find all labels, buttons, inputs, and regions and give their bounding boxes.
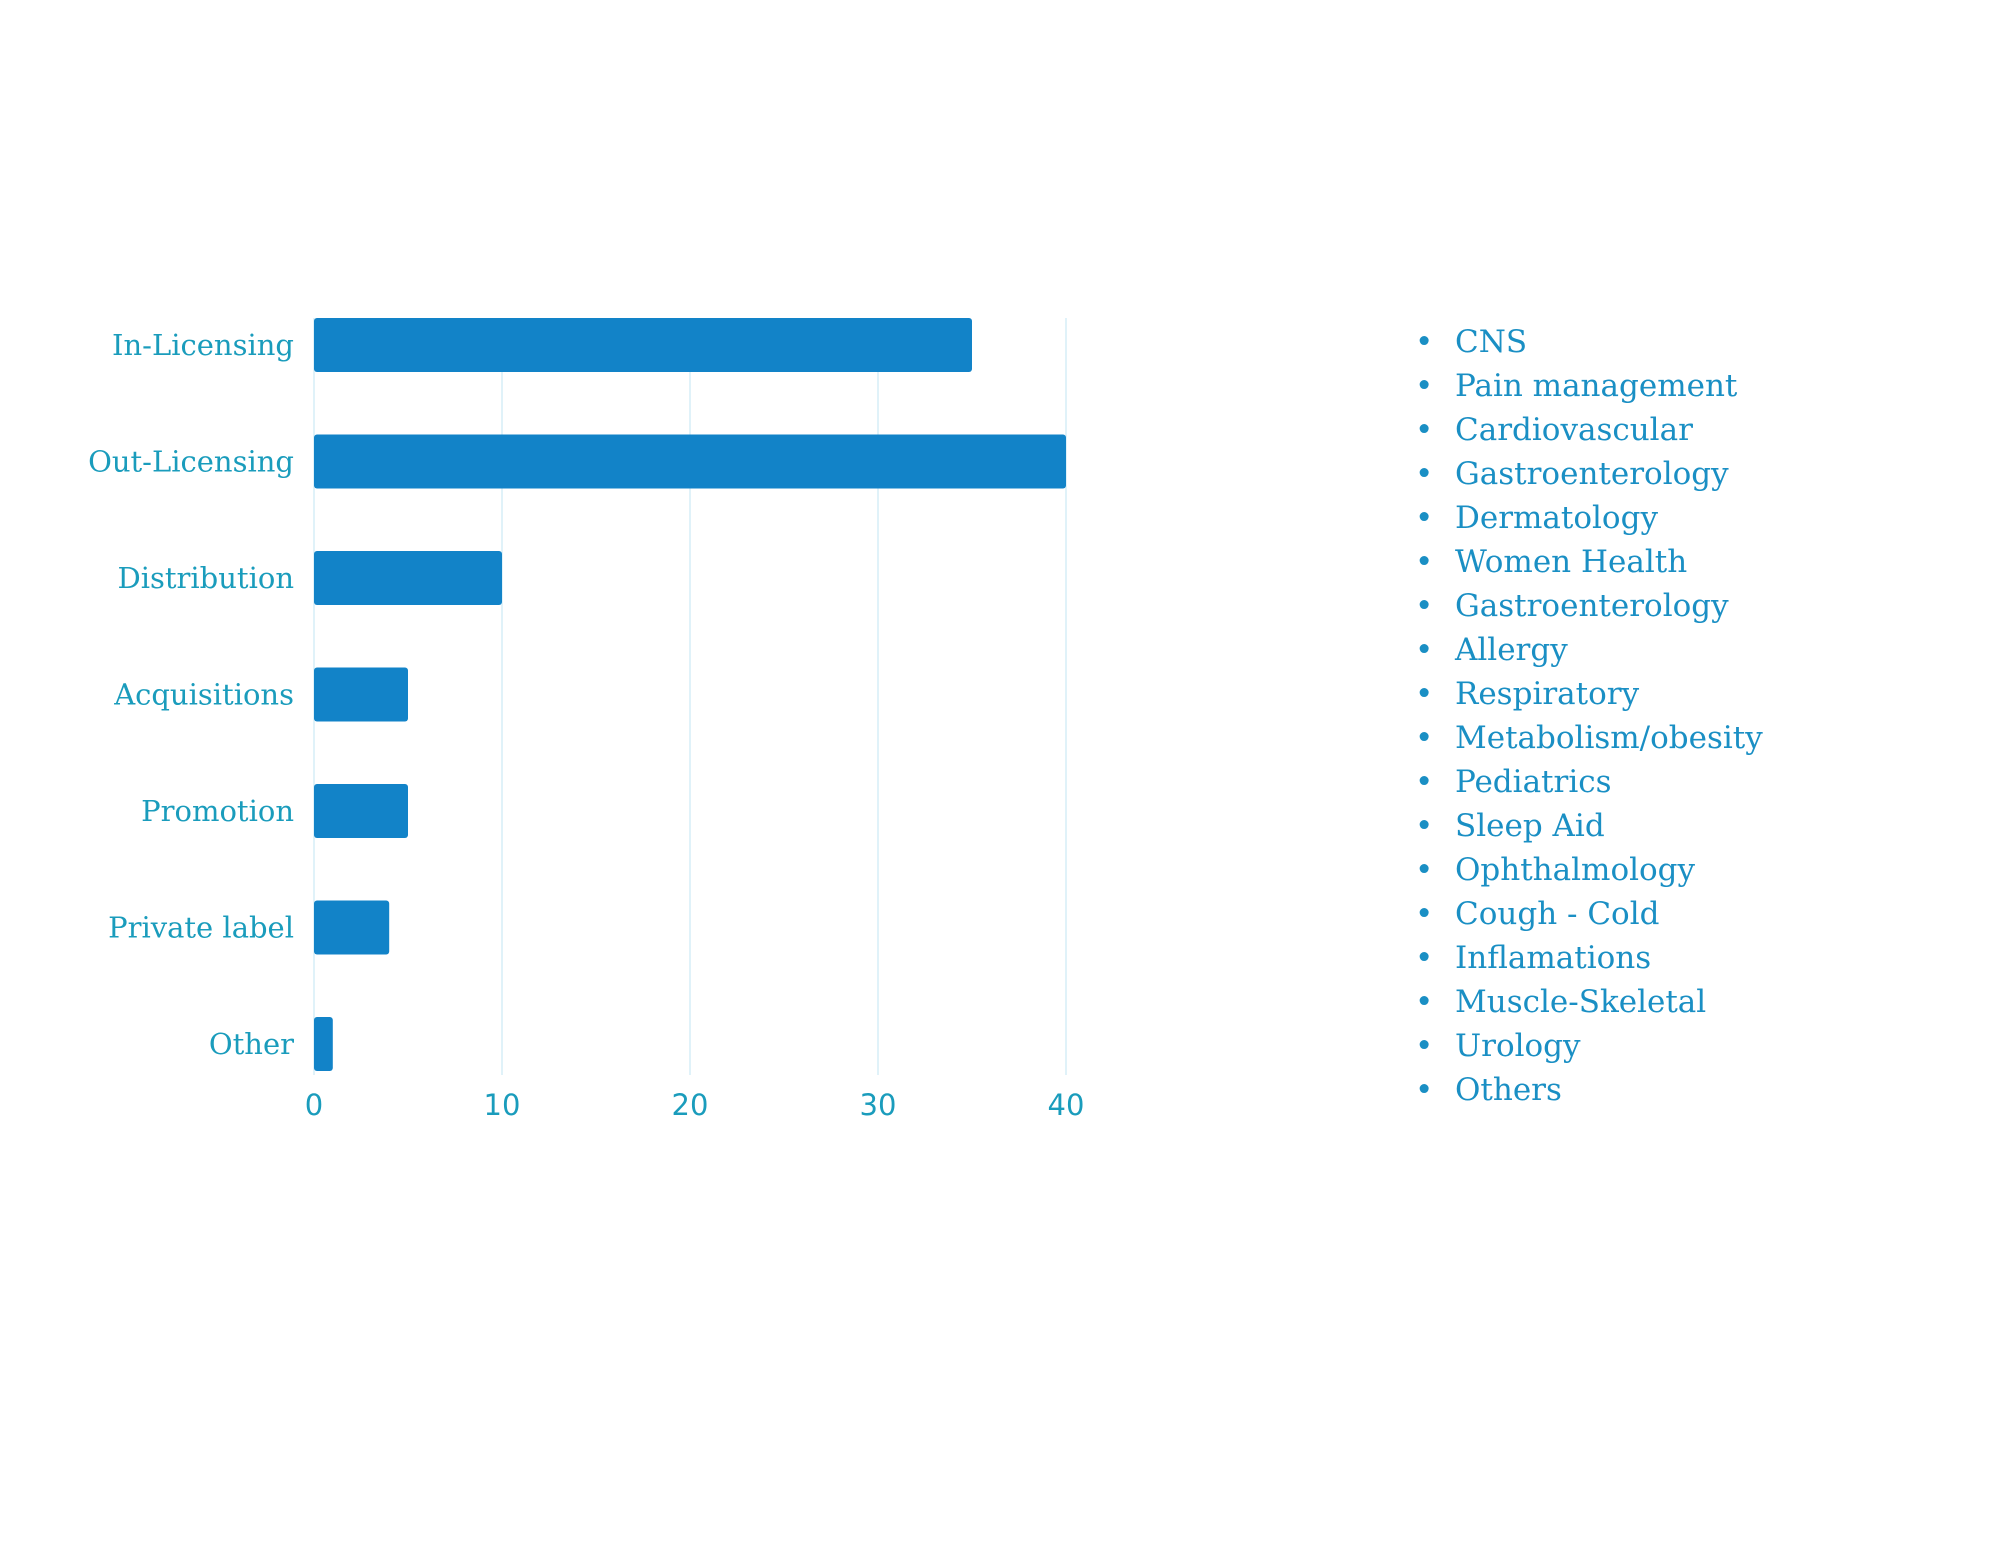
list-item: • Pediatrics xyxy=(1415,760,1763,804)
category-label: In-Licensing xyxy=(112,328,294,362)
list-item: • Dermatology xyxy=(1415,496,1763,540)
list-item-label: CNS xyxy=(1455,324,1528,360)
list-item-label: Sleep Aid xyxy=(1455,808,1605,844)
list-item-label: Ophthalmology xyxy=(1455,852,1696,888)
list-item-label: Dermatology xyxy=(1455,500,1658,536)
bullet-icon: • xyxy=(1415,500,1434,536)
list-item: • Pain management xyxy=(1415,364,1763,408)
list-item: • Sleep Aid xyxy=(1415,804,1763,848)
bullet-icon: • xyxy=(1415,588,1434,624)
bars xyxy=(314,318,1066,1071)
list-item: • Urology xyxy=(1415,1024,1763,1068)
category-list: • CNS • Pain management • Cardiovascular • Gast… xyxy=(1415,320,1763,1112)
category-label: Acquisitions xyxy=(113,678,294,712)
list-item: • CNS xyxy=(1415,320,1763,364)
list-item-label: Pediatrics xyxy=(1455,764,1612,800)
bullet-icon: • xyxy=(1415,720,1434,756)
list-item: • Gastroenterology xyxy=(1415,452,1763,496)
x-tick-label: 30 xyxy=(860,1088,897,1122)
x-axis-ticks: 0 10 20 30 40 xyxy=(305,1088,1085,1122)
list-item-label: Gastroenterology xyxy=(1455,588,1729,624)
list-item: • Muscle-Skeletal xyxy=(1415,980,1763,1024)
list-item: • Gastroenterology xyxy=(1415,584,1763,628)
bullet-icon: • xyxy=(1415,852,1434,888)
list-item: • Metabolism/obesity xyxy=(1415,716,1763,760)
bar xyxy=(314,551,502,605)
list-item-label: Urology xyxy=(1455,1028,1581,1064)
bar xyxy=(314,784,408,838)
bullet-icon: • xyxy=(1415,1028,1434,1064)
bullet-icon: • xyxy=(1415,1072,1434,1108)
list-item: • Cardiovascular xyxy=(1415,408,1763,452)
list-item: • Respiratory xyxy=(1415,672,1763,716)
list-item-label: Allergy xyxy=(1455,632,1568,668)
list-item-label: Gastroenterology xyxy=(1455,456,1729,492)
category-label: Promotion xyxy=(141,794,294,828)
list-item: • Ophthalmology xyxy=(1415,848,1763,892)
bullet-icon: • xyxy=(1415,984,1434,1020)
category-label: Distribution xyxy=(117,561,294,595)
bullet-icon: • xyxy=(1415,808,1434,844)
x-tick-label: 0 xyxy=(305,1088,323,1122)
bar xyxy=(314,1017,333,1071)
x-tick-label: 10 xyxy=(484,1088,521,1122)
bar xyxy=(314,667,408,722)
category-label: Other xyxy=(209,1027,294,1061)
bullet-icon: • xyxy=(1415,896,1434,932)
list-item-label: Others xyxy=(1455,1072,1562,1108)
x-tick-label: 20 xyxy=(672,1088,709,1122)
list-item: • Women Health xyxy=(1415,540,1763,584)
bullet-icon: • xyxy=(1415,544,1434,580)
list-item-label: Muscle-Skeletal xyxy=(1455,984,1707,1020)
bullet-icon: • xyxy=(1415,632,1434,668)
list-item: • Allergy xyxy=(1415,628,1763,672)
list-item: • Others xyxy=(1415,1068,1763,1112)
bar-chart: In-Licensing Out-Licensing Distribution Acq… xyxy=(88,318,1085,1122)
bullet-icon: • xyxy=(1415,456,1434,492)
list-item-label: Metabolism/obesity xyxy=(1455,720,1763,756)
list-item-label: Cough - Cold xyxy=(1455,896,1660,932)
bar xyxy=(314,434,1066,489)
grid-lines xyxy=(313,318,1067,1075)
bullet-icon: • xyxy=(1415,368,1434,404)
bullet-icon: • xyxy=(1415,324,1434,360)
bullet-icon: • xyxy=(1415,676,1434,712)
category-label: Private label xyxy=(108,911,294,945)
bullet-icon: • xyxy=(1415,940,1434,976)
x-tick-label: 40 xyxy=(1048,1088,1085,1122)
list-item: • Inflamations xyxy=(1415,936,1763,980)
list-item-label: Women Health xyxy=(1455,544,1688,580)
bar xyxy=(314,900,390,955)
list-item: • Cough - Cold xyxy=(1415,892,1763,936)
category-label: Out-Licensing xyxy=(88,445,294,479)
list-item-label: Inflamations xyxy=(1455,940,1652,976)
bullet-icon: • xyxy=(1415,412,1434,448)
list-item-label: Cardiovascular xyxy=(1455,412,1693,448)
bar xyxy=(314,318,972,372)
category-labels: In-Licensing Out-Licensing Distribution Acq… xyxy=(88,328,294,1061)
list-item-label: Pain management xyxy=(1455,368,1738,404)
bullet-icon: • xyxy=(1415,764,1434,800)
list-item-label: Respiratory xyxy=(1455,676,1640,712)
